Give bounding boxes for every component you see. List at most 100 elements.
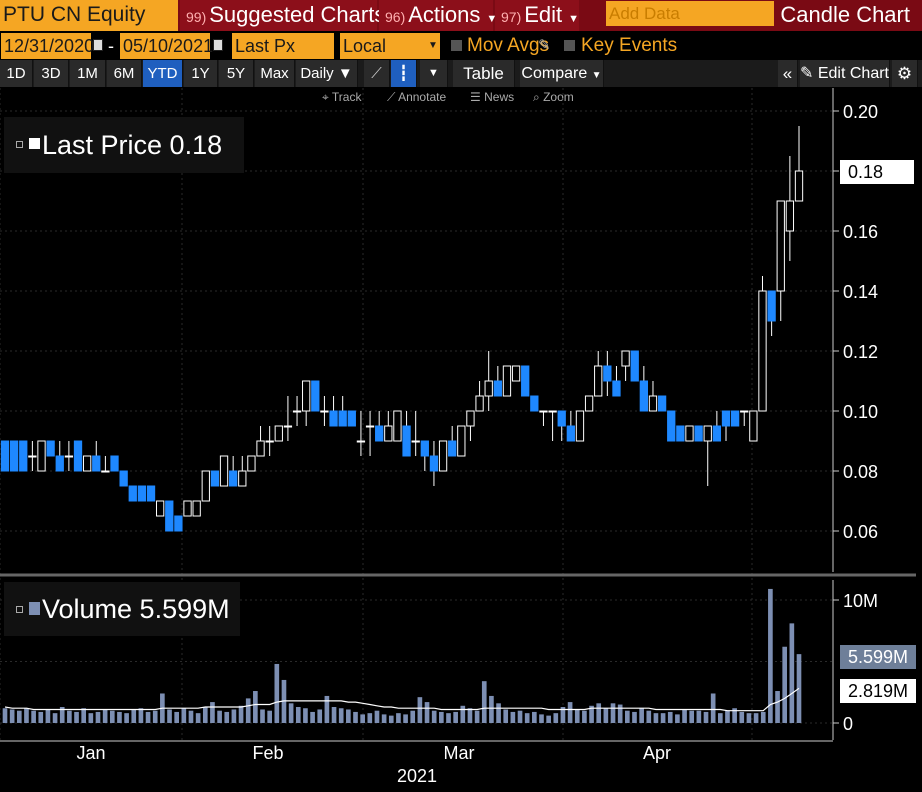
candle-body	[667, 410, 676, 442]
period-1d-button[interactable]: 1D	[0, 60, 33, 87]
calendar-icon[interactable]	[213, 39, 223, 51]
legend-toggle-icon[interactable]	[16, 141, 23, 148]
ticker-field[interactable]: PTU CN Equity	[0, 0, 178, 31]
volume-bar	[81, 708, 87, 723]
key-events-checkbox[interactable]	[564, 40, 575, 51]
chevron-down-icon[interactable]: ▼	[426, 33, 440, 59]
candle-body	[657, 395, 667, 412]
candle-body	[502, 365, 512, 397]
volume-bar	[617, 704, 623, 723]
volume-bar	[725, 710, 730, 723]
volume-bar	[310, 711, 315, 723]
volume-bar	[760, 711, 766, 723]
crosshair-icon: ⌖	[322, 90, 329, 104]
period-5y-button[interactable]: 5Y	[219, 60, 254, 87]
period-3d-button[interactable]: 3D	[34, 60, 69, 87]
candle-body	[694, 425, 703, 442]
line-chart-icon[interactable]: ⟋	[364, 60, 390, 87]
volume-bar	[782, 646, 788, 723]
month-label: Apr	[643, 743, 671, 763]
volume-bar	[675, 714, 680, 723]
volume-bar	[396, 713, 401, 723]
pencil-icon: ✎	[800, 65, 814, 82]
news-tool[interactable]: ☰ News	[470, 89, 514, 105]
period-max-button[interactable]: Max	[255, 60, 295, 87]
candle-body	[119, 470, 128, 487]
volume-bar	[682, 709, 687, 723]
volume-bar	[460, 705, 466, 723]
end-date-field[interactable]: 05/10/2021	[120, 33, 213, 59]
volume-bar	[231, 709, 237, 723]
annotate-tool[interactable]: ⟋ Annotate	[387, 89, 446, 105]
candle-body	[594, 365, 603, 397]
volume-bar	[746, 713, 752, 723]
chart-type-dropdown[interactable]: ▼	[420, 60, 448, 87]
candle-body	[247, 455, 256, 472]
volume-bar	[789, 623, 795, 723]
candle-body	[420, 440, 429, 457]
candle-body	[92, 455, 101, 472]
candle-body	[64, 455, 74, 458]
volume-bar	[245, 698, 251, 723]
volume-bar	[703, 711, 709, 723]
candle-body	[229, 470, 238, 487]
x-axis-labels: Jan Feb Mar Apr	[76, 743, 671, 763]
volume-bar	[217, 710, 222, 723]
candle-body	[183, 500, 192, 517]
track-tool[interactable]: ⌖ Track	[322, 89, 361, 105]
legend-toggle-icon[interactable]	[16, 606, 23, 613]
add-data-input[interactable]: Add Data	[606, 1, 774, 26]
period-6m-button[interactable]: 6M	[107, 60, 142, 87]
compare-button[interactable]: Compare ▼	[520, 60, 604, 87]
annotate-label: Annotate	[398, 90, 447, 104]
news-icon: ☰	[470, 90, 481, 104]
volume-bar	[59, 707, 65, 723]
candle-body	[411, 440, 420, 443]
edit-chart-button[interactable]: ✎ Edit Chart	[800, 60, 890, 87]
candle-body	[302, 380, 311, 412]
volume-bar	[210, 702, 215, 723]
field-selector[interactable]: Last Px	[232, 33, 334, 59]
candle-body	[740, 410, 749, 413]
zoom-tool[interactable]: ⌕ Zoom	[533, 89, 574, 105]
candle-body	[493, 380, 502, 397]
volume-bar	[653, 713, 659, 723]
key-events-label[interactable]: Key Events	[581, 35, 678, 56]
candle-body	[283, 425, 293, 428]
year-label: 2021	[397, 766, 437, 786]
period-1m-button[interactable]: 1M	[70, 60, 106, 87]
period-ytd-button[interactable]: YTD	[143, 60, 183, 87]
volume-bar	[424, 702, 430, 723]
mov-avgs-label[interactable]: Mov Avgs	[467, 35, 550, 56]
price-tick-label: 0.10	[843, 402, 878, 422]
edit-menu[interactable]: 97) Edit ▼	[495, 0, 579, 31]
pencil-icon[interactable]: ✎	[538, 37, 551, 54]
actions-menu[interactable]: 96) Actions ▼	[379, 0, 497, 31]
mov-avgs-checkbox[interactable]	[451, 40, 462, 51]
candle-chart-icon[interactable]: ┇	[391, 60, 417, 87]
calendar-icon[interactable]	[93, 39, 103, 51]
gear-icon[interactable]: ⚙	[892, 60, 918, 87]
caret-down-icon: ▼	[591, 70, 602, 81]
volume-bars	[2, 588, 802, 723]
start-date-field[interactable]: 12/31/2020	[1, 33, 94, 59]
candle-body	[238, 470, 247, 487]
candle-body	[201, 470, 210, 502]
last-volume-badge: 5.599M	[840, 645, 916, 669]
table-button[interactable]: Table	[453, 60, 515, 87]
candle-body	[274, 425, 283, 442]
suggested-charts-menu[interactable]: 99)Suggested Charts▼	[180, 0, 402, 31]
volume-bar	[439, 711, 444, 723]
collapse-icon[interactable]: «	[778, 60, 798, 87]
caret-down-icon: ▼	[486, 13, 498, 25]
candle-body	[612, 380, 621, 397]
volume-bar	[739, 711, 745, 723]
annotate-icon: ⟋	[387, 90, 396, 104]
candle-body	[484, 380, 493, 397]
volume-bar	[539, 714, 544, 723]
volume-bar	[624, 710, 630, 723]
period-1y-button[interactable]: 1Y	[184, 60, 218, 87]
volume-axis-ticks: 10M 0	[833, 591, 878, 734]
frequency-selector[interactable]: Daily ▼	[296, 60, 358, 87]
